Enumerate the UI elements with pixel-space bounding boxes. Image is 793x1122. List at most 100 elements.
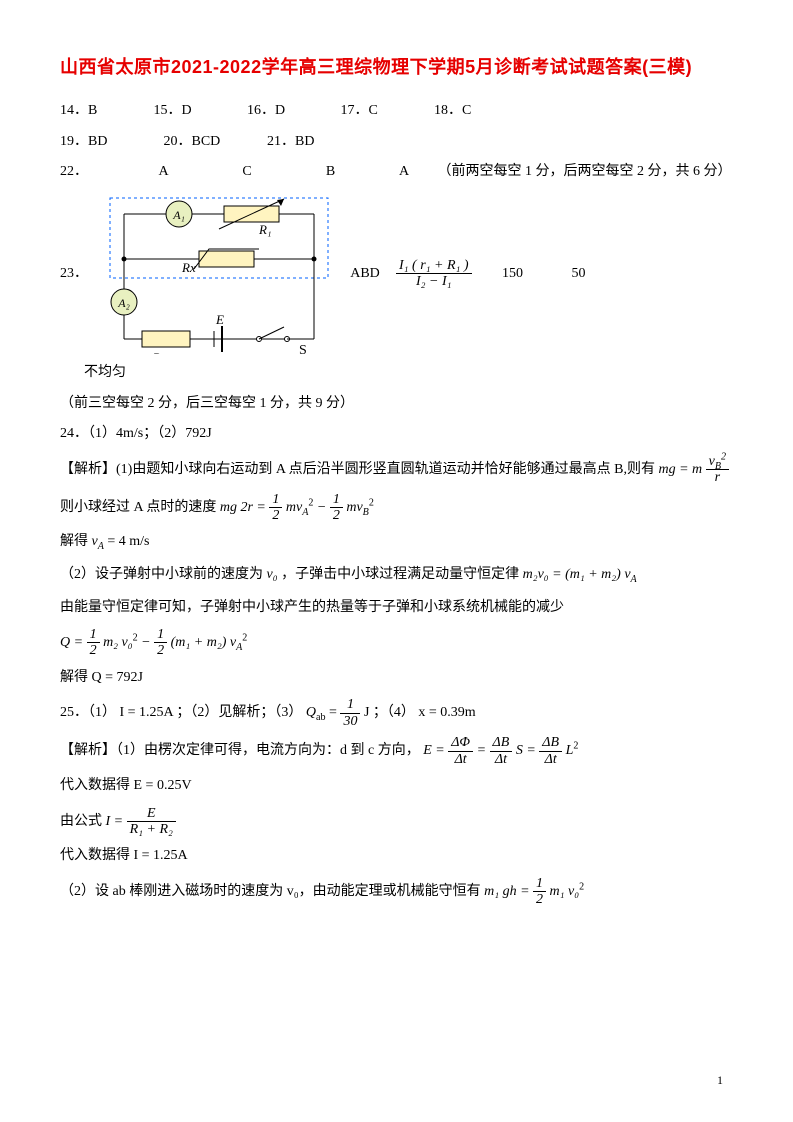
f: m₂v₀ = (m₁ + m₂) v: [523, 567, 631, 582]
ans-16: 16．D: [247, 98, 337, 125]
f: R₁ + R₂: [127, 822, 176, 837]
q25-h-pre: 25．（1） I = 1.25A ；（2）见解析；（3）: [60, 706, 306, 721]
q22-label: 22．: [60, 159, 120, 186]
q25-p5-pre: （2）设 ab 棒刚进入磁场时的速度为 v₀，由动能定理或机械能守恒有: [60, 884, 484, 899]
ans-21: 21．BD: [267, 129, 367, 156]
f: 1: [87, 627, 100, 643]
q23-formula: I₁ ( r₁ + R₁ ) I₂ − I₁: [396, 258, 472, 290]
f: A: [98, 541, 104, 552]
q24-p4-pre: （2）设子弹射中小球前的速度为: [60, 567, 267, 582]
svg-text:S: S: [299, 343, 307, 354]
q22-d: A: [374, 159, 434, 186]
f: 1: [154, 627, 167, 643]
f: m₁ gh =: [484, 884, 533, 899]
f: Q =: [60, 635, 87, 650]
f: v₀: [267, 567, 278, 582]
q22-a: A: [124, 159, 204, 186]
q25-p1: 【解析】（1）由楞次定律可得，电流方向为：d 到 c 方向， E = ΔΦΔt …: [60, 735, 733, 767]
ans-17: 17．C: [341, 98, 431, 125]
ans-18: 18．C: [434, 98, 524, 125]
f: 1: [340, 697, 360, 713]
f: 2: [579, 881, 584, 892]
page-title: 山西省太原市2021-2022学年高三理综物理下学期5月诊断考试试题答案(三模): [60, 50, 733, 84]
f: 2: [87, 643, 100, 658]
q24-header: 24．（1）4m/s；（2）792J: [60, 421, 733, 448]
q24-p2: 则小球经过 A 点时的速度 mg 2r = 12 mvA2 − 12 mvB2: [60, 492, 733, 524]
svg-text:Rx: Rx: [181, 260, 196, 275]
q23-abd: ABD: [350, 261, 380, 288]
q23-v1: 150: [488, 261, 538, 288]
f: mv: [286, 500, 302, 515]
ans-14: 14．B: [60, 98, 150, 125]
f: B: [363, 506, 369, 517]
q24-analysis-1: 【解析】(1)由题知小球向右运动到 A 点后沿半圆形竖直圆轨道运动并恰好能够通过…: [60, 454, 733, 486]
answers-row-2: 19．BD 20．BCD 21．BD: [60, 129, 733, 156]
q23-note2: （前三空每空 2 分，后三空每空 1 分，共 9 分）: [60, 391, 733, 418]
q24-p3-val: = 4 m/s: [107, 534, 149, 549]
ans-15: 15．D: [154, 98, 244, 125]
ans-20: 20．BCD: [164, 129, 264, 156]
q23-row: 23． A₁ R₁ Rx A₂ R₀: [60, 194, 733, 354]
f: mv: [346, 500, 362, 515]
f: 2: [154, 643, 167, 658]
q25-h-unit: J ；（4） x = 0.39m: [364, 706, 476, 721]
svg-text:R₁: R₁: [258, 222, 271, 237]
q25-p4: 代入数据得 I = 1.25A: [60, 843, 733, 870]
svg-text:A₁: A₁: [172, 208, 185, 222]
analysis-label: 【解析】: [60, 462, 116, 477]
q24-p1-numsup: 2: [721, 451, 726, 462]
q25-p1-pre: （1）由楞次定律可得，电流方向为：d 到 c 方向，: [116, 743, 420, 758]
f: ΔΦ: [448, 735, 473, 751]
q24-p3: 解得 vA = 4 m/s: [60, 529, 733, 556]
q23-formula-num: I₁ ( r₁ + R₁ ): [396, 258, 472, 274]
q23-label: 23．: [60, 261, 88, 288]
q24-p1-den: r: [706, 470, 729, 485]
f: ΔB: [539, 735, 562, 751]
f: m₁ v₀: [550, 884, 580, 899]
q24-p4: （2）设子弹射中小球前的速度为 v₀ ，子弹击中小球过程满足动量守恒定律 m₂v…: [60, 562, 733, 589]
q24-p7: 解得 Q = 792J: [60, 665, 733, 692]
f: 1: [269, 492, 282, 508]
q24-p4-mid: ，子弹击中小球过程满足动量守恒定律: [281, 567, 523, 582]
q24-p3-pre: 解得: [60, 534, 92, 549]
ans-19: 19．BD: [60, 129, 160, 156]
f: S =: [516, 743, 539, 758]
f: =: [329, 706, 340, 721]
f: m₂ v₀: [103, 635, 133, 650]
f: ΔB: [490, 735, 513, 751]
f: Δt: [539, 752, 562, 767]
q24-p6: Q = 12 m₂ v₀2 − 12 (m₁ + m₂) vA2: [60, 627, 733, 659]
svg-text:E: E: [215, 312, 224, 327]
q25-p2: 代入数据得 E = 0.25V: [60, 773, 733, 800]
f: A: [631, 574, 637, 585]
circuit-diagram: A₁ R₁ Rx A₂ R₀ E S: [104, 194, 334, 354]
f: E: [127, 806, 176, 822]
f: Q: [306, 706, 316, 721]
f: Δt: [448, 752, 473, 767]
q25-p3: 由公式 I = ER₁ + R₂: [60, 806, 733, 838]
q22-b: C: [207, 159, 287, 186]
f: 2: [369, 497, 374, 508]
q23-note1: 不均匀: [84, 360, 733, 387]
f: 1: [330, 492, 343, 508]
q25-header: 25．（1） I = 1.25A ；（2）见解析；（3） Qab = 130 J…: [60, 697, 733, 729]
q22-row: 22． A C B A （前两空每空 1 分，后两空每空 2 分，共 6 分）: [60, 159, 733, 186]
f: 2: [330, 508, 343, 523]
svg-text:R₀: R₀: [152, 350, 165, 354]
f: 2: [533, 892, 546, 907]
q24-p1-text: (1)由题知小球向右运动到 A 点后沿半圆形竖直圆轨道运动并恰好能够通过最高点 …: [116, 462, 659, 477]
q24-p2-pre: 则小球经过 A 点时的速度: [60, 500, 220, 515]
f: I =: [106, 814, 127, 829]
f: 2: [573, 741, 578, 752]
f: ab: [316, 712, 326, 723]
f: 2: [308, 497, 313, 508]
f: −: [141, 635, 154, 650]
q24-p1-lhs: mg = m: [659, 462, 703, 477]
f: −: [317, 500, 330, 515]
q24-p5: 由能量守恒定律可知，子弹射中小球产生的热量等于子弹和小球系统机械能的减少: [60, 595, 733, 622]
f: (m₁ + m₂) v: [171, 635, 236, 650]
f: 1: [533, 876, 546, 892]
f: 2: [133, 633, 138, 644]
q23-formula-den: I₂ − I₁: [396, 274, 472, 289]
q25-p3-pre: 由公式: [60, 814, 106, 829]
